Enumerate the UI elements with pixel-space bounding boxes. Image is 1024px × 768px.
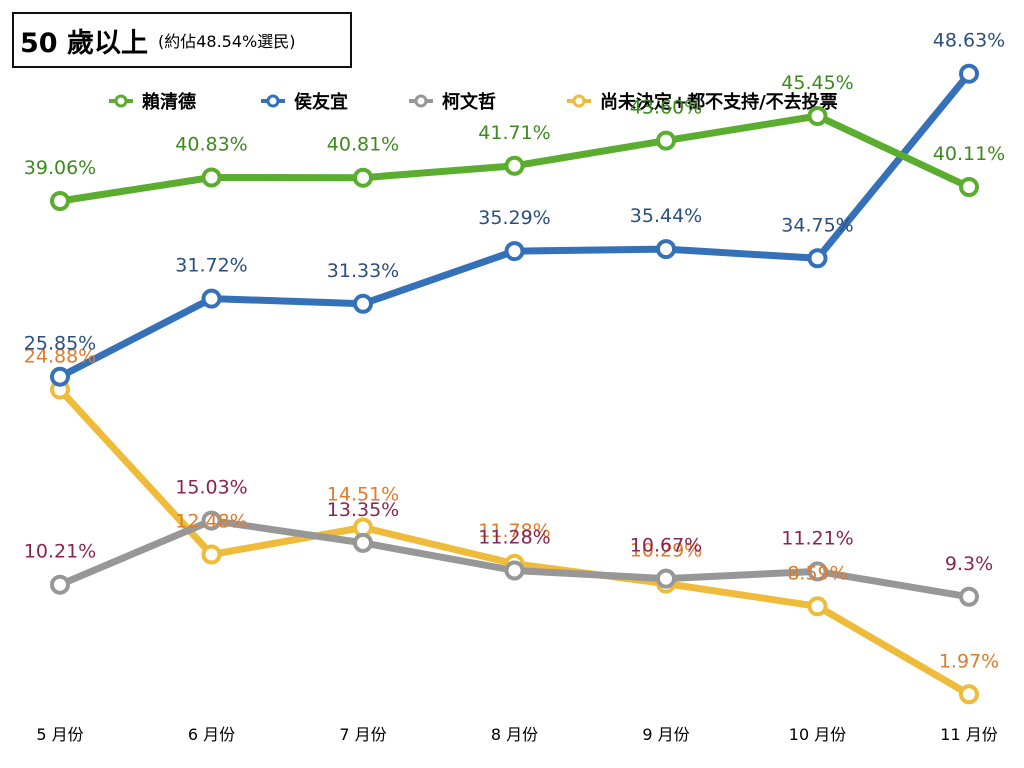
data-label-1-1: 31.72%	[175, 255, 247, 277]
data-point-1-2	[353, 293, 373, 314]
data-point-3-5	[807, 596, 828, 617]
data-label-2-0: 10.21%	[24, 541, 96, 563]
data-point-1-6	[959, 63, 979, 84]
data-point-0-1	[201, 167, 222, 188]
legend-item-undecided: 尚未決定+都不支持/不去投票	[566, 88, 838, 114]
data-label-2-2: 13.35%	[327, 499, 399, 521]
x-tick-label-6: 11 月份	[940, 725, 997, 744]
data-label-1-0: 25.85%	[24, 333, 96, 355]
legend-item-lai: 賴清德	[108, 88, 196, 114]
data-label-0-6: 40.11%	[933, 143, 1005, 165]
data-point-2-3	[504, 560, 525, 581]
data-label-1-3: 35.29%	[478, 207, 550, 229]
data-point-0-6	[959, 177, 979, 197]
data-label-0-2: 40.81%	[327, 134, 399, 156]
data-label-3-5: 8.59%	[787, 562, 847, 584]
legend-label-undecided: 尚未決定+都不支持/不去投票	[600, 92, 838, 113]
legend-item-hou: 侯友宜	[260, 88, 348, 114]
legend-swatch-hou	[261, 94, 285, 108]
legend-label-lai: 賴清德	[142, 92, 196, 113]
data-label-3-6: 1.97%	[939, 650, 999, 672]
data-label-1-2: 31.33%	[327, 260, 399, 282]
data-label-1-6: 48.63%	[933, 30, 1005, 52]
x-tick-label-5: 10 月份	[789, 725, 846, 744]
x-tick-label-3: 8 月份	[491, 725, 538, 744]
data-label-2-3: 11.28%	[478, 527, 550, 549]
x-tick-label-1: 6 月份	[188, 725, 235, 744]
data-point-0-5	[807, 106, 828, 126]
data-label-2-5: 11.21%	[781, 527, 853, 549]
data-label-0-1: 40.83%	[175, 134, 247, 156]
data-label-1-4: 35.44%	[630, 205, 702, 227]
legend: 賴清德 侯友宜 柯文哲 尚未決定+都不支持/不去投票	[108, 88, 838, 114]
data-point-0-4	[656, 130, 676, 151]
data-point-2-5	[807, 561, 828, 582]
data-label-0-4: 43.60%	[630, 97, 702, 119]
data-label-3-4: 10.29%	[630, 540, 702, 562]
x-axis-ticks: 5 月份 6 月份 7 月份 8 月份 9 月份 10 月份 11 月份	[36, 725, 997, 744]
x-tick-label-4: 9 月份	[642, 725, 689, 744]
data-point-0-2	[353, 167, 373, 188]
data-point-1-1	[201, 288, 222, 309]
data-label-0-5: 45.45%	[781, 72, 853, 94]
data-labels: 24.88% 12.48% 14.51% 11.78% 10.29% 8.59% 1.97%…	[24, 30, 1005, 673]
chart-title-box: 50 歲以上 (約佔48.54%選民)	[12, 12, 352, 68]
data-label-3-1: 12.48%	[175, 511, 247, 533]
legend-item-ko: 柯文哲	[408, 88, 496, 114]
data-label-2-1: 15.03%	[175, 477, 247, 499]
chart-title: 50 歲以上	[20, 27, 148, 59]
data-label-3-2: 14.51%	[327, 484, 399, 506]
data-point-3-1	[201, 544, 222, 565]
series-points	[50, 63, 979, 705]
data-label-0-0: 39.06%	[24, 157, 96, 179]
data-point-2-2	[353, 532, 373, 553]
data-label-1-5: 34.75%	[781, 214, 853, 236]
data-label-3-0: 24.88%	[24, 346, 96, 368]
data-point-1-4	[656, 239, 676, 260]
data-point-2-6	[959, 586, 979, 607]
x-tick-label-2: 7 月份	[339, 725, 386, 744]
legend-swatch-undecided	[567, 94, 591, 108]
data-label-2-4: 10.67%	[630, 535, 702, 557]
x-tick-label-0: 5 月份	[36, 725, 83, 744]
data-point-0-3	[504, 155, 525, 176]
data-point-1-3	[504, 241, 525, 262]
chart-subtitle: (約佔48.54%選民)	[157, 32, 296, 51]
legend-label-hou: 侯友宜	[294, 92, 348, 113]
data-point-2-1	[201, 510, 222, 531]
data-point-3-6	[959, 684, 979, 705]
data-point-0-0	[50, 191, 70, 211]
data-label-0-3: 41.71%	[478, 122, 550, 144]
data-point-1-0	[50, 366, 70, 387]
data-point-1-5	[807, 248, 828, 269]
legend-swatch-lai	[109, 94, 133, 108]
data-label-2-6: 9.3%	[945, 553, 993, 575]
legend-swatch-ko	[409, 94, 433, 108]
data-point-2-0	[50, 574, 70, 595]
legend-label-ko: 柯文哲	[442, 92, 496, 113]
data-label-3-3: 11.78%	[478, 520, 550, 542]
data-point-2-4	[656, 568, 676, 589]
